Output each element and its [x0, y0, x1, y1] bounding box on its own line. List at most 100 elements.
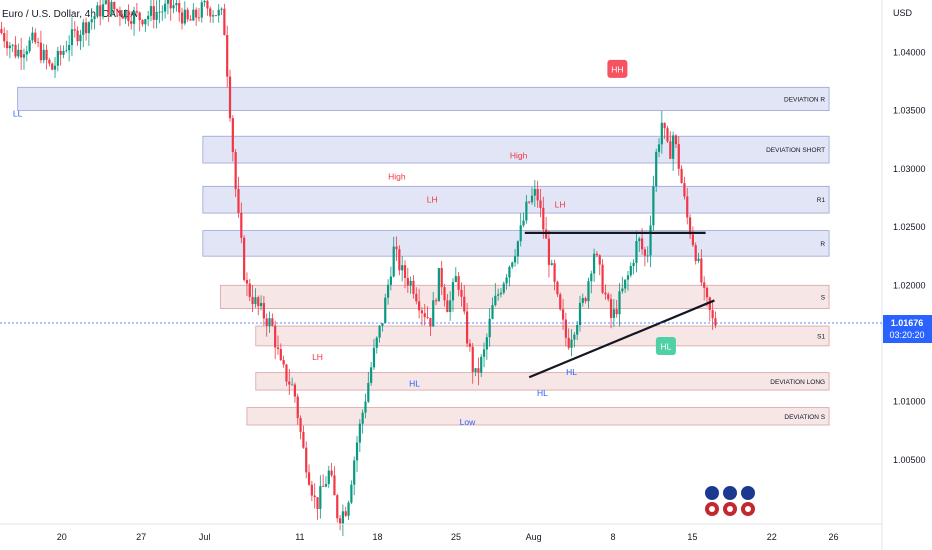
candle-body — [440, 268, 443, 288]
candle-body — [415, 293, 418, 302]
candle-body — [669, 141, 672, 159]
candle-body — [234, 152, 237, 190]
badge-box — [655, 337, 676, 356]
candle-body — [384, 297, 387, 324]
candle-body — [660, 122, 663, 145]
zone-box[interactable] — [255, 325, 830, 347]
candle-body — [316, 497, 319, 510]
candle-body — [672, 135, 675, 159]
candle-body — [705, 287, 709, 298]
globe-icon — [741, 486, 755, 500]
zone-box[interactable] — [220, 284, 830, 309]
candle-body — [147, 15, 150, 20]
candle-body — [364, 401, 367, 413]
zone-box[interactable] — [202, 185, 830, 214]
candle-body — [632, 262, 635, 267]
candle-body — [330, 470, 333, 476]
candle-body — [96, 5, 99, 17]
candle-body — [104, 0, 107, 5]
candle-body — [240, 212, 243, 238]
candle-body — [519, 225, 522, 242]
candle-body — [333, 475, 336, 496]
candle-body — [344, 511, 347, 516]
candle-body — [412, 280, 415, 294]
candle-body — [265, 318, 268, 327]
x-tick-label: 18 — [372, 532, 382, 542]
candle-body — [533, 189, 536, 196]
candle-body — [305, 447, 308, 473]
candle-body — [310, 484, 313, 496]
candle-body — [307, 472, 311, 485]
candle-body — [36, 42, 40, 44]
zone-box[interactable] — [17, 86, 830, 112]
zone-label: S — [821, 294, 826, 301]
price-axis[interactable]: USD 1.04000 1.03500 1.03000 1.02500 1.02000 1… — [881, 0, 926, 550]
candle-body — [324, 483, 328, 487]
candle-body — [708, 297, 711, 311]
candle-body — [22, 54, 26, 58]
candle-body — [282, 360, 285, 365]
candle-body — [485, 337, 488, 350]
candle-body — [674, 135, 678, 145]
candle-body — [680, 168, 683, 184]
candle-body — [8, 45, 11, 49]
candle-body — [347, 502, 350, 516]
candle-body — [457, 276, 460, 290]
candle-body — [5, 41, 9, 49]
candle-body — [76, 30, 79, 42]
candle-body — [649, 225, 652, 256]
candle-body — [237, 189, 240, 213]
candle-body — [163, 3, 167, 12]
candle-body — [556, 281, 559, 295]
candle-body — [688, 217, 692, 235]
zone-box[interactable] — [202, 230, 830, 257]
candle-body — [451, 282, 455, 301]
candle-body — [116, 9, 119, 11]
trend-line[interactable] — [528, 299, 715, 379]
candle-body — [471, 346, 474, 372]
candle-body — [372, 347, 376, 368]
candle-body — [505, 277, 508, 284]
candle-body — [624, 279, 627, 289]
candle-body — [101, 4, 105, 17]
candle-body — [121, 15, 124, 19]
trendlines-layer[interactable] — [524, 231, 715, 379]
candle-body — [573, 334, 576, 340]
candle-body — [564, 319, 567, 338]
swing-label: HL — [566, 367, 577, 377]
candle-body — [70, 29, 74, 46]
candle-body — [578, 302, 582, 325]
badge-label: HL — [660, 342, 671, 352]
candle-body — [251, 296, 254, 305]
candle-body — [652, 186, 655, 226]
x-tick-label: 22 — [767, 532, 777, 542]
candle-body — [657, 144, 661, 152]
candle-body — [516, 241, 519, 257]
swing-label: LH — [427, 195, 438, 205]
candle-body — [254, 297, 257, 305]
candle-body — [598, 255, 601, 265]
zone-box[interactable] — [202, 135, 830, 164]
candle-body — [612, 309, 615, 318]
candle-body — [530, 195, 534, 203]
y-tick-label: 1.02000 — [893, 280, 926, 290]
candle-body — [437, 268, 440, 302]
candle-body — [409, 280, 412, 286]
candle-body — [640, 238, 644, 250]
time-axis[interactable]: 20 27 Jul 11 18 25 Aug 8 15 22 26 — [0, 523, 882, 542]
candle-body — [607, 294, 610, 300]
candle-body — [714, 318, 717, 326]
candle-body — [127, 10, 130, 22]
candle-body — [434, 300, 438, 302]
candle-body — [542, 207, 545, 230]
candle-body — [539, 200, 542, 208]
swing-label: Low — [460, 417, 476, 427]
candle-body — [553, 263, 556, 282]
zone-box[interactable] — [246, 407, 830, 426]
y-tick-label: 1.01000 — [893, 397, 926, 407]
candle-body — [217, 9, 220, 16]
candle-body — [79, 34, 82, 42]
candle-body — [465, 311, 469, 344]
candle-body — [694, 245, 697, 262]
